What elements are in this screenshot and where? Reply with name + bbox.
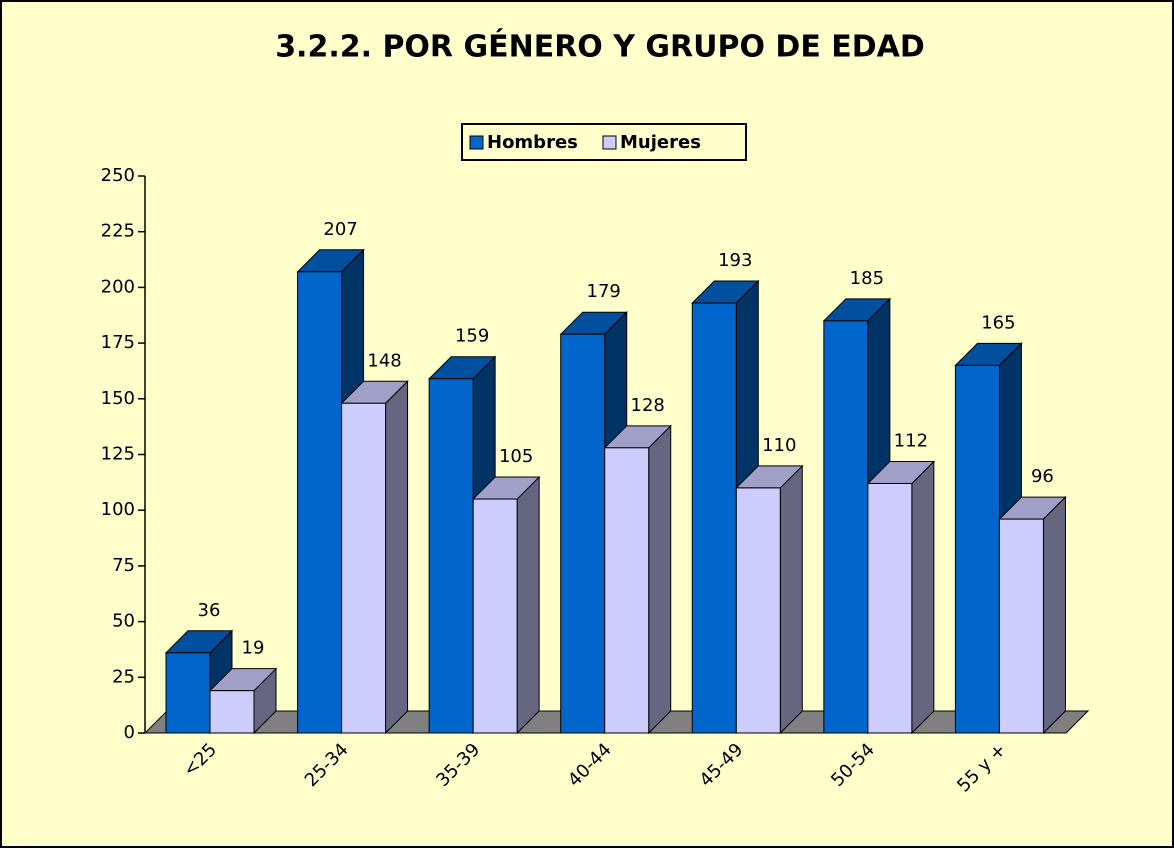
y-tick-label: 150 [101,388,135,409]
bar-side [779,464,803,735]
y-tick-label: 25 [112,666,135,687]
data-label: 179 [587,281,621,302]
data-label: 19 [242,638,265,659]
bar [472,498,518,734]
chart-title: 3.2.2. POR GÉNERO Y GRUPO DE EDAD [275,29,925,65]
bar [735,487,781,734]
bar [165,652,211,734]
bar [998,518,1044,734]
y-tick-label: 175 [101,332,135,353]
data-label: 112 [894,430,928,451]
data-label: 105 [499,446,533,467]
bar [297,271,343,734]
bar-side [385,380,409,735]
bar [691,302,737,734]
data-label: 96 [1031,466,1054,487]
bar-side [648,424,672,735]
y-tick-label: 125 [101,444,135,465]
bar [867,482,913,734]
data-label: 207 [323,219,357,240]
data-label: 128 [631,395,665,416]
data-label: 165 [981,312,1015,333]
y-tick-label: 250 [101,165,135,186]
data-label: 193 [718,250,752,271]
y-tick-label: 50 [112,611,135,632]
bar [428,378,474,734]
legend-label: Mujeres [620,132,701,153]
bar [560,333,606,734]
legend-label: Hombres [487,132,578,153]
y-tick-label: 200 [101,276,135,297]
y-tick-label: 100 [101,499,135,520]
data-label: 110 [762,435,796,456]
data-label: 148 [367,350,401,371]
y-tick-label: 225 [101,221,135,242]
bar [209,690,255,734]
bar [954,364,1000,734]
bar [341,402,387,734]
data-label: 159 [455,326,489,347]
legend-swatch [602,135,617,150]
data-label: 185 [850,268,884,289]
bar-side [516,475,540,735]
bar [604,447,650,734]
bar-side [1042,495,1066,735]
y-tick-label: 75 [112,555,135,576]
bar-side [911,460,935,735]
bar [823,320,869,734]
legend-swatch [469,135,484,150]
y-tick-label: 0 [124,722,135,743]
data-label: 36 [198,600,221,621]
